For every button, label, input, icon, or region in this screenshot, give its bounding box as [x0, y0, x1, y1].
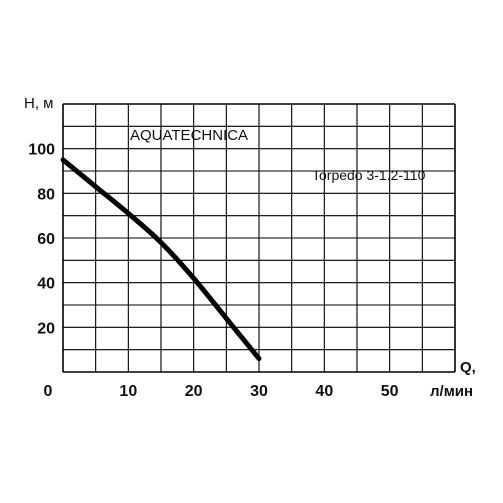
- x-tick-label: 50: [381, 383, 399, 400]
- x-tick-label: 40: [315, 383, 333, 400]
- grid: [62, 103, 456, 373]
- x-tick-label: 30: [250, 383, 268, 400]
- x-tick-label: 10: [119, 383, 137, 400]
- x-axis-unit: л/мин: [430, 383, 473, 400]
- series-line: [60, 157, 262, 362]
- x-tick-label: 20: [185, 383, 203, 400]
- y-tick-label: 60: [37, 231, 55, 248]
- series-label: Torpedo 3-1.2-110: [312, 167, 426, 183]
- series: [60, 157, 262, 362]
- y-tick-label: 100: [28, 142, 55, 159]
- x-axis-label: Q,: [460, 359, 476, 376]
- x-tick-label: 0: [44, 383, 53, 400]
- y-axis-label: H, м: [24, 95, 53, 112]
- y-tick-label: 80: [37, 186, 55, 203]
- y-tick-label: 20: [37, 320, 55, 337]
- chart-title: AQUATECHNICA: [130, 127, 248, 144]
- tick-labels: 0 10 20 30 40 50 20 40 60 80 100: [28, 142, 398, 400]
- y-tick-label: 40: [37, 276, 55, 293]
